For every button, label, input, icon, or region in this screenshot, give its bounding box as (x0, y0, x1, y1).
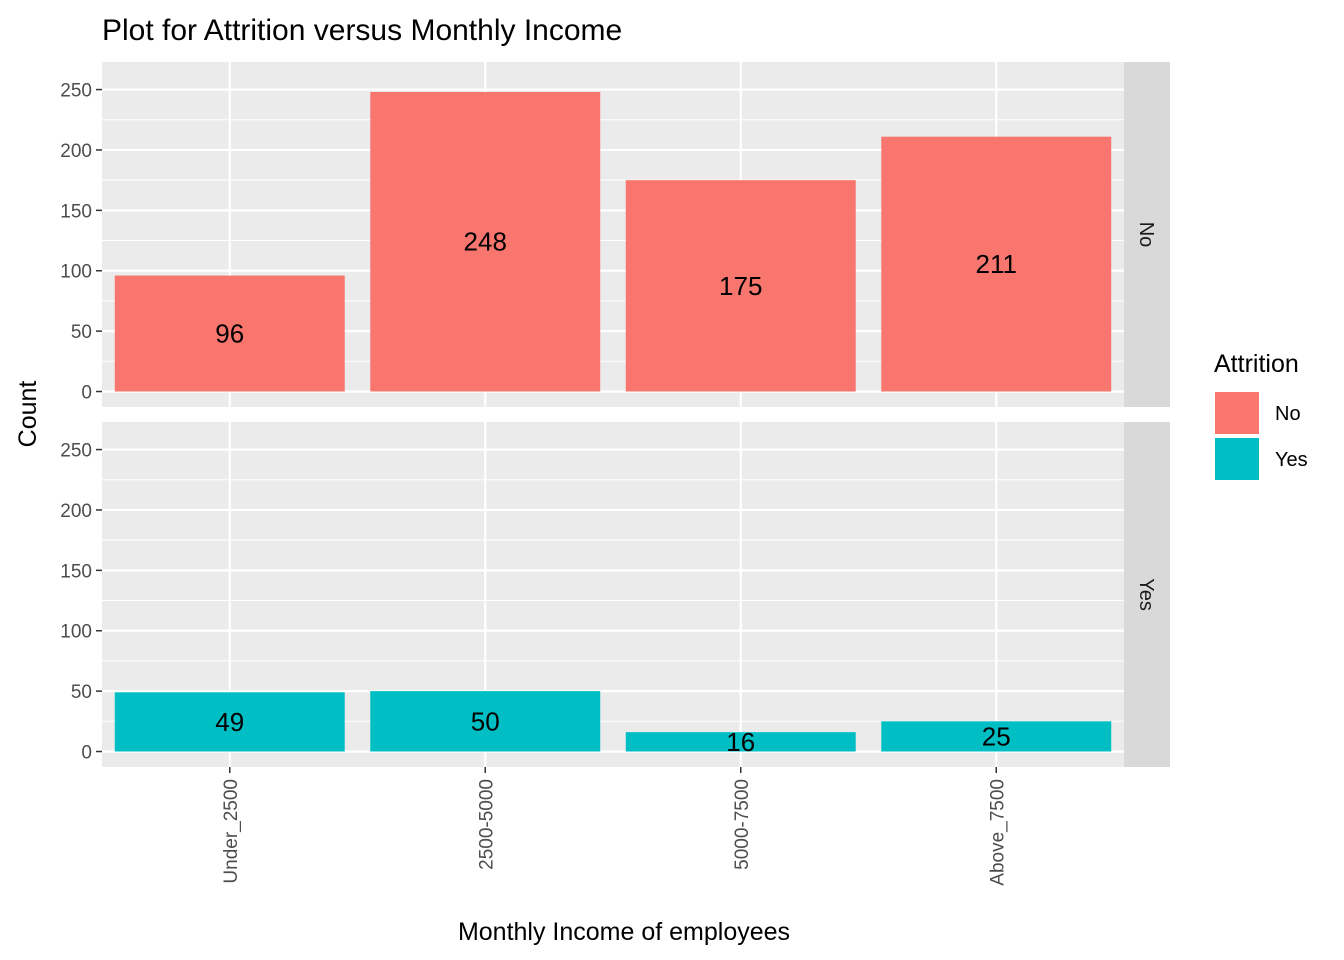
bar-5000-7500 (625, 180, 856, 392)
y-tick-label: 150 (60, 201, 92, 222)
panel-yes: 0 50 100 150 200 250 49 50 16 25 Yes (60, 422, 1170, 767)
facet-strip-label: Yes (1135, 578, 1157, 611)
x-tick-label: Under_2500 (221, 779, 242, 884)
bar-2500-5000 (370, 691, 601, 752)
facet-strip (1124, 422, 1170, 767)
bar-2500-5000 (370, 91, 601, 392)
bar-value-label: 49 (215, 707, 244, 737)
y-tick-label: 0 (81, 743, 92, 764)
y-tick-label: 200 (60, 501, 92, 522)
y-tick-label: 0 (81, 383, 92, 404)
bar-under_2500 (114, 692, 345, 752)
facet-strip (1124, 62, 1170, 407)
x-tick-label: Above_7500 (987, 779, 1008, 886)
y-axis-title: Count (14, 381, 42, 448)
y-tick-label: 50 (71, 322, 92, 343)
bar-5000-7500 (625, 732, 856, 752)
x-tick-label: 5000-7500 (732, 779, 753, 870)
legend-label-no: No (1275, 403, 1301, 425)
legend-label-yes: Yes (1275, 449, 1308, 471)
legend-key-no (1215, 392, 1259, 434)
bar-value-label: 50 (471, 706, 500, 736)
y-tick-label: 250 (60, 81, 92, 102)
bar-value-label: 25 (982, 721, 1011, 751)
bar-value-label: 16 (726, 727, 755, 757)
y-tick-label: 250 (60, 441, 92, 462)
bar-under_2500 (114, 275, 345, 392)
panel-no: 0 50 100 150 200 250 96 248 175 211 No (60, 62, 1170, 407)
y-tick-label: 200 (60, 141, 92, 162)
x-tick-label: 2500-5000 (476, 779, 497, 870)
facet-panels: 0 50 100 150 200 250 96 248 175 211 No 0 50 100 150 200… (60, 62, 1170, 767)
x-axis: Under_2500 2500-5000 5000-7500 Above_7500 (221, 767, 1008, 886)
bar-value-label: 175 (719, 271, 762, 301)
legend: Attrition No Yes (1214, 350, 1308, 480)
legend-key-yes (1215, 438, 1259, 480)
y-tick-label: 100 (60, 262, 92, 283)
bar-above_7500 (881, 721, 1112, 752)
y-tick-label: 50 (71, 682, 92, 703)
y-tick-label: 100 (60, 622, 92, 643)
bar-value-label: 248 (464, 227, 507, 257)
x-axis-title: Monthly Income of employees (458, 918, 790, 946)
facet-strip-label: No (1135, 222, 1157, 248)
chart-title: Plot for Attrition versus Monthly Income (102, 14, 622, 47)
bar-value-label: 96 (215, 319, 244, 349)
bar-above_7500 (881, 136, 1112, 392)
bar-value-label: 211 (976, 249, 1017, 279)
legend-title: Attrition (1214, 350, 1299, 378)
y-tick-label: 150 (60, 561, 92, 582)
